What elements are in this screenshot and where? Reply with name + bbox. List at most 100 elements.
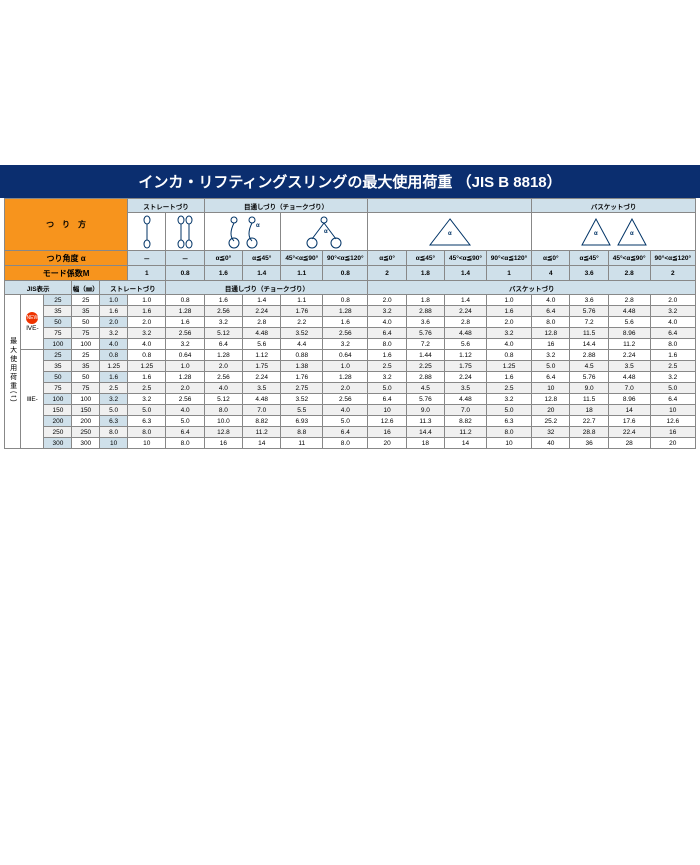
straight-cell: 1.0 — [100, 295, 128, 306]
value-cell: 7.2 — [406, 339, 444, 350]
value-cell: 4.0 — [166, 405, 204, 416]
value-cell: 20 — [650, 438, 695, 449]
value-cell: 20 — [368, 438, 406, 449]
value-cell: 7.0 — [243, 405, 281, 416]
value-cell: 5.6 — [445, 339, 487, 350]
mode-7: 1.8 — [406, 266, 444, 281]
svg-text:α: α — [630, 231, 634, 237]
value-cell: 0.8 — [166, 295, 204, 306]
value-cell: 1.8 — [406, 295, 444, 306]
value-cell: 4.48 — [445, 394, 487, 405]
value-cell: 5.0 — [166, 416, 204, 427]
value-cell: 22.4 — [608, 427, 650, 438]
value-cell: 1.28 — [323, 306, 368, 317]
table-row: 35351.251.251.02.01.751.381.02.52.251.75… — [5, 361, 696, 372]
value-cell: 11.5 — [570, 328, 608, 339]
value-cell: 6.4 — [368, 328, 406, 339]
value-cell: 3.2 — [532, 350, 570, 361]
value-cell: 2.0 — [486, 317, 531, 328]
value-cell: 16 — [204, 438, 242, 449]
value-cell: 8.0 — [128, 427, 166, 438]
svg-text:α: α — [448, 231, 452, 237]
value-cell: 2.56 — [323, 328, 368, 339]
value-cell: 16 — [368, 427, 406, 438]
width-cell: 250 — [72, 427, 100, 438]
value-cell: 12.8 — [532, 394, 570, 405]
straight-cell: 3.2 — [100, 328, 128, 339]
value-cell: 8.96 — [608, 328, 650, 339]
value-cell: 2.0 — [323, 383, 368, 394]
value-cell: 1.12 — [243, 350, 281, 361]
value-cell: 0.64 — [166, 350, 204, 361]
jis-cell: 35 — [44, 306, 72, 317]
value-cell: 1.4 — [445, 295, 487, 306]
value-cell: 10.0 — [204, 416, 242, 427]
value-cell: 7.2 — [570, 317, 608, 328]
value-cell: 5.0 — [650, 383, 695, 394]
value-cell: 8.0 — [368, 339, 406, 350]
width-cell: 100 — [72, 394, 100, 405]
sub-straight: ストレートづり — [100, 281, 166, 295]
angle-5: 90°<α≦120° — [323, 251, 368, 266]
value-cell: 2.24 — [243, 306, 281, 317]
angle-2: α≦0° — [204, 251, 242, 266]
value-cell: 5.12 — [204, 328, 242, 339]
value-cell: 2.56 — [204, 372, 242, 383]
choke-double-icon: α — [281, 213, 368, 251]
mode-13: 2 — [650, 266, 695, 281]
choke-single-icon: α — [204, 213, 281, 251]
value-cell: 1.76 — [281, 372, 323, 383]
value-cell: 6.93 — [281, 416, 323, 427]
value-cell: 5.6 — [243, 339, 281, 350]
jis-cell: 75 — [44, 328, 72, 339]
width-cell: 300 — [72, 438, 100, 449]
width-label: 幅（㎜） — [72, 281, 100, 295]
value-cell: 6.4 — [650, 394, 695, 405]
value-cell: 6.4 — [204, 339, 242, 350]
value-cell: 1.76 — [281, 306, 323, 317]
value-cell: 11.2 — [445, 427, 487, 438]
jis-cell: 100 — [44, 339, 72, 350]
group-label: ⅢE- — [21, 350, 44, 449]
value-cell: 2.75 — [281, 383, 323, 394]
table-row: 2002006.36.35.010.08.826.935.012.611.38.… — [5, 416, 696, 427]
value-cell: 3.2 — [323, 339, 368, 350]
header-choke: 目通しづり（チョークづり） — [204, 199, 368, 213]
jis-cell: 25 — [44, 295, 72, 306]
width-cell: 50 — [72, 372, 100, 383]
straight-cell: 2.5 — [100, 383, 128, 394]
value-cell: 4.0 — [128, 339, 166, 350]
value-cell: 10 — [128, 438, 166, 449]
value-cell: 11.3 — [406, 416, 444, 427]
value-cell: 12.8 — [532, 328, 570, 339]
header-basket2: バスケットづり — [532, 199, 696, 213]
value-cell: 3.5 — [445, 383, 487, 394]
value-cell: 1.0 — [486, 295, 531, 306]
value-cell: 1.6 — [323, 317, 368, 328]
value-cell: 1.38 — [281, 361, 323, 372]
value-cell: 1.0 — [166, 361, 204, 372]
value-cell: 2.0 — [128, 317, 166, 328]
value-cell: 1.75 — [445, 361, 487, 372]
value-cell: 2.2 — [281, 317, 323, 328]
straight-cell: 1.6 — [100, 306, 128, 317]
jis-cell: 25 — [44, 350, 72, 361]
value-cell: 12.6 — [368, 416, 406, 427]
side-label: 最大使用荷重(t) — [8, 337, 18, 404]
value-cell: 6.4 — [166, 427, 204, 438]
mode-8: 1.4 — [445, 266, 487, 281]
table-row: ⅢE-25250.80.80.641.281.120.880.641.61.44… — [5, 350, 696, 361]
straight-double-icon — [166, 213, 204, 251]
value-cell: 2.24 — [243, 372, 281, 383]
group-label: NEWⅣE- — [21, 295, 44, 350]
value-cell: 8.0 — [486, 427, 531, 438]
table-row: 50501.61.61.282.562.241.761.283.22.882.2… — [5, 372, 696, 383]
value-cell: 3.6 — [406, 317, 444, 328]
value-cell: 25.2 — [532, 416, 570, 427]
straight-cell: 4.0 — [100, 339, 128, 350]
value-cell: 14.4 — [406, 427, 444, 438]
value-cell: 4.0 — [486, 339, 531, 350]
value-cell: 17.6 — [608, 416, 650, 427]
value-cell: 3.52 — [281, 328, 323, 339]
value-cell: 4.0 — [650, 317, 695, 328]
